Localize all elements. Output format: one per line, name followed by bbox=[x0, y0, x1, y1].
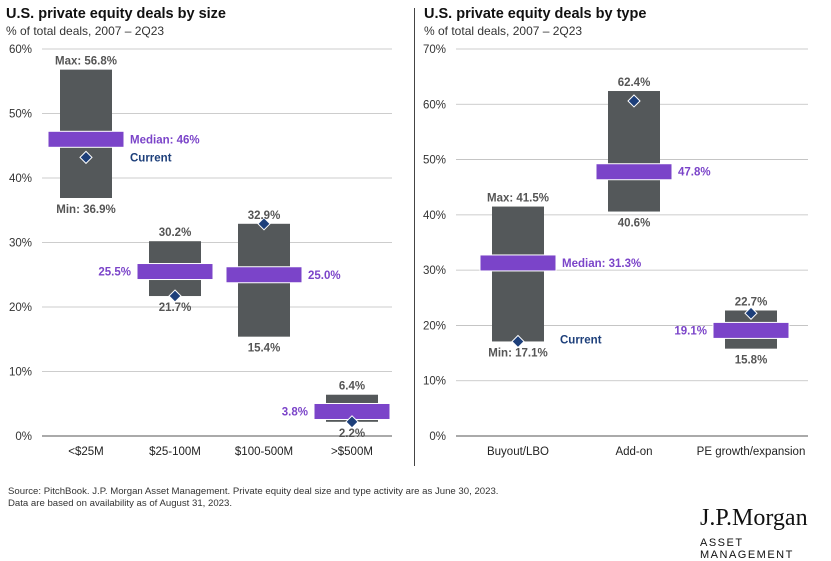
type-y-tick-label: 10% bbox=[423, 376, 446, 388]
size-min-label: 2.2% bbox=[339, 428, 365, 440]
size-max-label: 6.4% bbox=[339, 381, 365, 393]
size-category-label: $100-500M bbox=[235, 446, 293, 458]
type-min-label: 40.6% bbox=[618, 218, 651, 230]
type-range-box bbox=[492, 206, 544, 342]
type-y-tick-label: 30% bbox=[423, 265, 446, 277]
source-line-1: Source: PitchBook. J.P. Morgan Asset Man… bbox=[8, 486, 499, 497]
type-max-label: 22.7% bbox=[735, 297, 768, 309]
left-chart-subtitle: % of total deals, 2007 – 2Q23 bbox=[6, 24, 165, 38]
type-y-tick-label: 60% bbox=[423, 99, 446, 111]
type-range-box bbox=[608, 91, 660, 212]
size-y-tick-label: 10% bbox=[9, 367, 32, 379]
size-y-tick-label: 40% bbox=[9, 173, 32, 185]
range-charts: 0% 10% 20% 30% 40% 50% 60% <$25M Max: 56.8% Min: … bbox=[9, 44, 808, 458]
size-category-label: <$25M bbox=[68, 446, 103, 458]
size-category-label: $25-100M bbox=[149, 446, 201, 458]
type-y-tick-label: 40% bbox=[423, 210, 446, 222]
size-current-marker bbox=[345, 415, 359, 429]
type-current-marker bbox=[744, 306, 758, 320]
type-y-tick-label: 0% bbox=[429, 431, 446, 443]
type-max-label: 62.4% bbox=[618, 77, 651, 89]
type-max-label: Max: 41.5% bbox=[487, 193, 549, 205]
size-current-marker bbox=[257, 217, 271, 231]
type-median-label: 47.8% bbox=[678, 167, 711, 179]
size-category-label: >$500M bbox=[331, 446, 373, 458]
size-median-label: 3.8% bbox=[282, 406, 308, 418]
type-median-bar bbox=[595, 163, 673, 181]
size-min-label: 21.7% bbox=[159, 302, 192, 314]
type-median-label: Median: 31.3% bbox=[562, 258, 641, 270]
type-category-label: PE growth/expansion bbox=[697, 446, 806, 458]
type-current-marker bbox=[511, 334, 525, 349]
type-category-label: Buyout/LBO bbox=[487, 446, 549, 458]
type-y-tick-label: 70% bbox=[423, 44, 446, 56]
size-median-label: Median: 46% bbox=[130, 134, 200, 146]
source-line-2: Data are based on availability as of Aug… bbox=[8, 498, 233, 509]
size-median-bar bbox=[47, 130, 125, 148]
type-y-tick-label: 20% bbox=[423, 320, 446, 332]
panel-divider bbox=[414, 8, 415, 466]
type-current-marker bbox=[627, 94, 641, 108]
size-median-label: 25.0% bbox=[308, 270, 341, 282]
size-y-tick-label: 50% bbox=[9, 109, 32, 121]
size-current-marker bbox=[168, 289, 182, 303]
type-median-label: 19.1% bbox=[674, 325, 707, 337]
type-min-label: 15.8% bbox=[735, 355, 768, 367]
asset-management-tagline: ASSET MANAGEMENT bbox=[700, 537, 794, 561]
size-max-label: 32.9% bbox=[248, 210, 281, 222]
size-current-marker bbox=[79, 150, 93, 165]
size-max-label: 30.2% bbox=[159, 227, 192, 239]
type-median-bar bbox=[479, 254, 557, 272]
right-chart-subtitle: % of total deals, 2007 – 2Q23 bbox=[424, 24, 583, 38]
jpmorgan-logo: J.P.Morgan bbox=[700, 505, 808, 531]
type-min-label: Min: 17.1% bbox=[488, 347, 547, 359]
size-median-bar bbox=[225, 266, 303, 284]
size-y-tick-label: 30% bbox=[9, 238, 32, 250]
left-chart-title: U.S. private equity deals by size bbox=[6, 6, 226, 22]
size-median-bar bbox=[136, 263, 214, 281]
size-min-label: Min: 36.9% bbox=[56, 204, 115, 216]
size-max-label: Max: 56.8% bbox=[55, 56, 117, 68]
right-chart-title: U.S. private equity deals by type bbox=[424, 6, 647, 22]
type-median-bar bbox=[712, 321, 790, 339]
size-min-label: 15.4% bbox=[248, 343, 281, 355]
size-y-tick-label: 60% bbox=[9, 44, 32, 56]
type-category-label: Add-on bbox=[615, 446, 652, 458]
type-current-label: Current bbox=[560, 334, 602, 346]
size-current-label: Current bbox=[130, 152, 172, 164]
size-y-tick-label: 0% bbox=[15, 431, 32, 443]
size-y-tick-label: 20% bbox=[9, 302, 32, 314]
size-median-label: 25.5% bbox=[98, 267, 131, 279]
type-y-tick-label: 50% bbox=[423, 155, 446, 167]
source-note: Source: PitchBook. J.P. Morgan Asset Man… bbox=[8, 486, 498, 510]
